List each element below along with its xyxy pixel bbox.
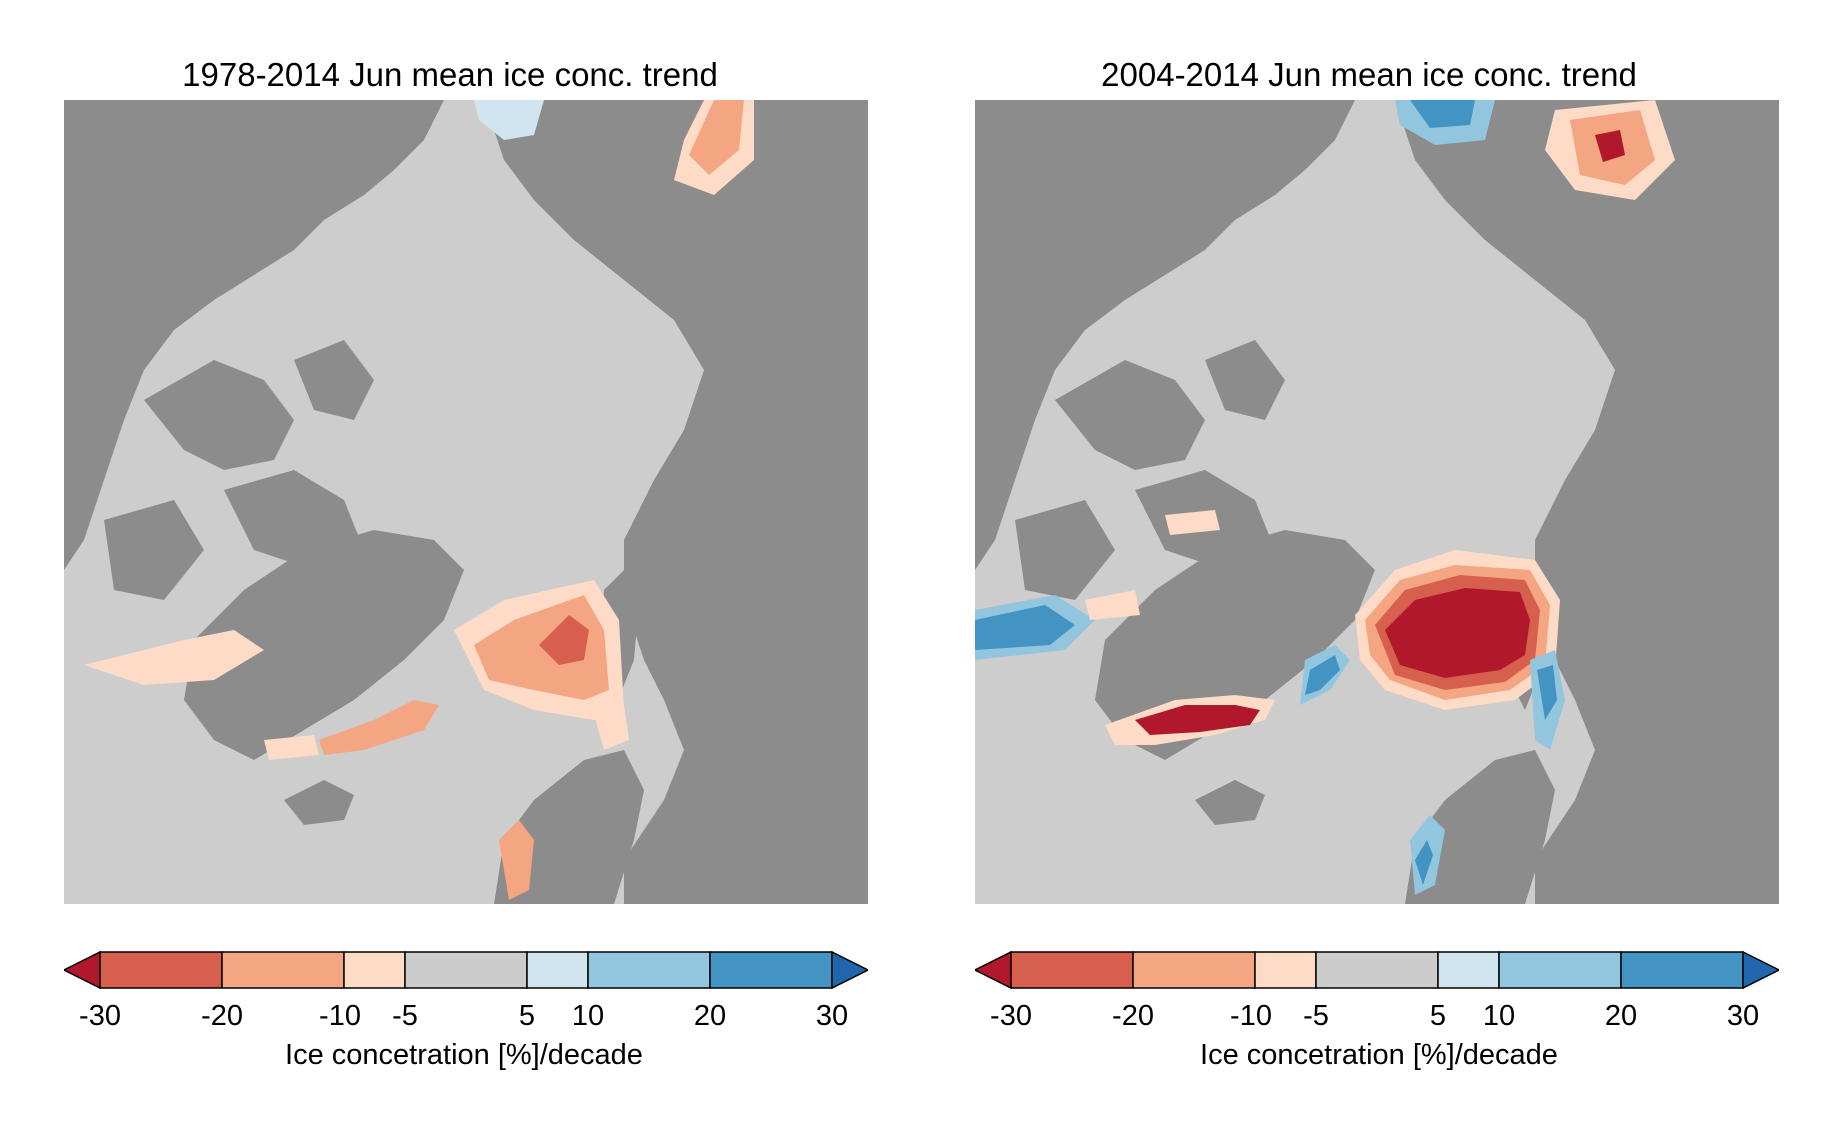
eurasia-land xyxy=(484,100,868,904)
greenland-land xyxy=(184,530,464,760)
arctic-trend-map xyxy=(64,100,868,904)
colorbar-bin xyxy=(1315,951,1439,989)
colorbar-label: Ice concetration [%]/decade xyxy=(1200,1039,1558,1071)
panel-title: 2004-2014 Jun mean ice conc. trend xyxy=(1101,56,1637,93)
trend-fram-dark-blue xyxy=(1305,655,1340,695)
canadian-islands xyxy=(1015,340,1285,600)
colorbar-svg: -30 -20 -10 -5 5 10 20 30 xyxy=(973,950,1781,1032)
colorbar-svg: -30 -20 -10 -5 5 10 20 30 xyxy=(62,950,870,1032)
colorbar-bin xyxy=(1620,951,1744,989)
iceland-land xyxy=(284,780,354,825)
colorbar-bin xyxy=(526,951,589,989)
colorbar-tick: -20 xyxy=(1112,1000,1154,1030)
colorbar-tick: 10 xyxy=(572,1000,604,1030)
colorbar-tick: 30 xyxy=(1727,1000,1759,1030)
colorbar-tick: 10 xyxy=(1483,1000,1515,1030)
trend-baltic-dark-blue xyxy=(1415,840,1433,885)
trend-denmark-strait xyxy=(319,700,439,755)
colorbar-tick: -20 xyxy=(201,1000,243,1030)
canadian-islands xyxy=(104,340,374,600)
north-america-land xyxy=(975,100,1355,570)
colorbar-bin xyxy=(1132,951,1256,989)
trend-labrador-light xyxy=(84,630,264,685)
colorbar-tick: -5 xyxy=(1303,1000,1329,1030)
iceland-land xyxy=(1195,780,1265,825)
arctic-trend-map xyxy=(975,100,1779,904)
trend-labrador-dark-blue xyxy=(975,605,1075,650)
map-svg xyxy=(975,100,1779,904)
colorbar-max-triangle xyxy=(1742,950,1781,990)
colorbar-bin xyxy=(221,951,345,989)
colorbar-tick: -10 xyxy=(319,1000,361,1030)
colorbar-tick: -10 xyxy=(1230,1000,1272,1030)
colorbar-min-triangle xyxy=(973,950,1012,990)
panel-1978-2014: 1978-2014 Jun mean ice conc. trend xyxy=(0,0,900,1134)
colorbar-tick: 20 xyxy=(694,1000,726,1030)
trend-baffin-light xyxy=(1085,590,1140,620)
trend-bering-medium xyxy=(689,100,744,175)
colorbar-bin xyxy=(1010,951,1134,989)
colorbar-bin xyxy=(709,951,833,989)
colorbar-bin xyxy=(1498,951,1622,989)
trend-greenland-south-dark xyxy=(1135,705,1260,735)
trend-denmark-strait-light xyxy=(264,735,319,760)
colorbar-tick: 20 xyxy=(1605,1000,1637,1030)
colorbar-tick: -30 xyxy=(990,1000,1032,1030)
trend-beaufort-light xyxy=(1165,510,1220,535)
colorbar: -30 -20 -10 -5 5 10 20 30 xyxy=(62,950,870,1035)
colorbar-bin xyxy=(99,951,223,989)
eurasia-land xyxy=(1395,100,1779,904)
trend-barents-strong-2 xyxy=(1385,588,1530,678)
colorbar: -30 -20 -10 -5 5 10 20 30 xyxy=(973,950,1781,1035)
trend-baltic xyxy=(499,820,534,900)
trend-chukchi-dark-blue xyxy=(1410,100,1475,128)
colorbar-max-triangle xyxy=(831,950,870,990)
trend-chukchi-blue xyxy=(474,100,544,140)
colorbar-tick: -30 xyxy=(79,1000,121,1030)
colorbar-label: Ice concetration [%]/decade xyxy=(285,1039,643,1071)
trend-bering-strong xyxy=(1595,130,1625,162)
panel-title: 1978-2014 Jun mean ice conc. trend xyxy=(182,56,718,93)
panel-2004-2014: 2004-2014 Jun mean ice conc. trend xyxy=(919,0,1819,1134)
colorbar-bin xyxy=(343,951,406,989)
north-america-land xyxy=(64,100,444,570)
colorbar-tick: -5 xyxy=(392,1000,418,1030)
colorbar-tick: 30 xyxy=(816,1000,848,1030)
colorbar-tick: 5 xyxy=(519,1000,535,1030)
greenland-land xyxy=(1095,530,1375,760)
colorbar-bin xyxy=(587,951,711,989)
scandinavia-land xyxy=(1405,750,1555,904)
scandinavia-land xyxy=(494,750,644,904)
colorbar-bin xyxy=(1437,951,1500,989)
trend-barents-strong xyxy=(539,615,589,665)
colorbar-bin xyxy=(1254,951,1317,989)
map-svg xyxy=(64,100,868,904)
colorbar-bin xyxy=(404,951,528,989)
colorbar-tick: 5 xyxy=(1430,1000,1446,1030)
trend-kara-dark-blue xyxy=(1537,665,1557,720)
colorbar-min-triangle xyxy=(62,950,101,990)
trend-white-sea xyxy=(594,705,629,750)
